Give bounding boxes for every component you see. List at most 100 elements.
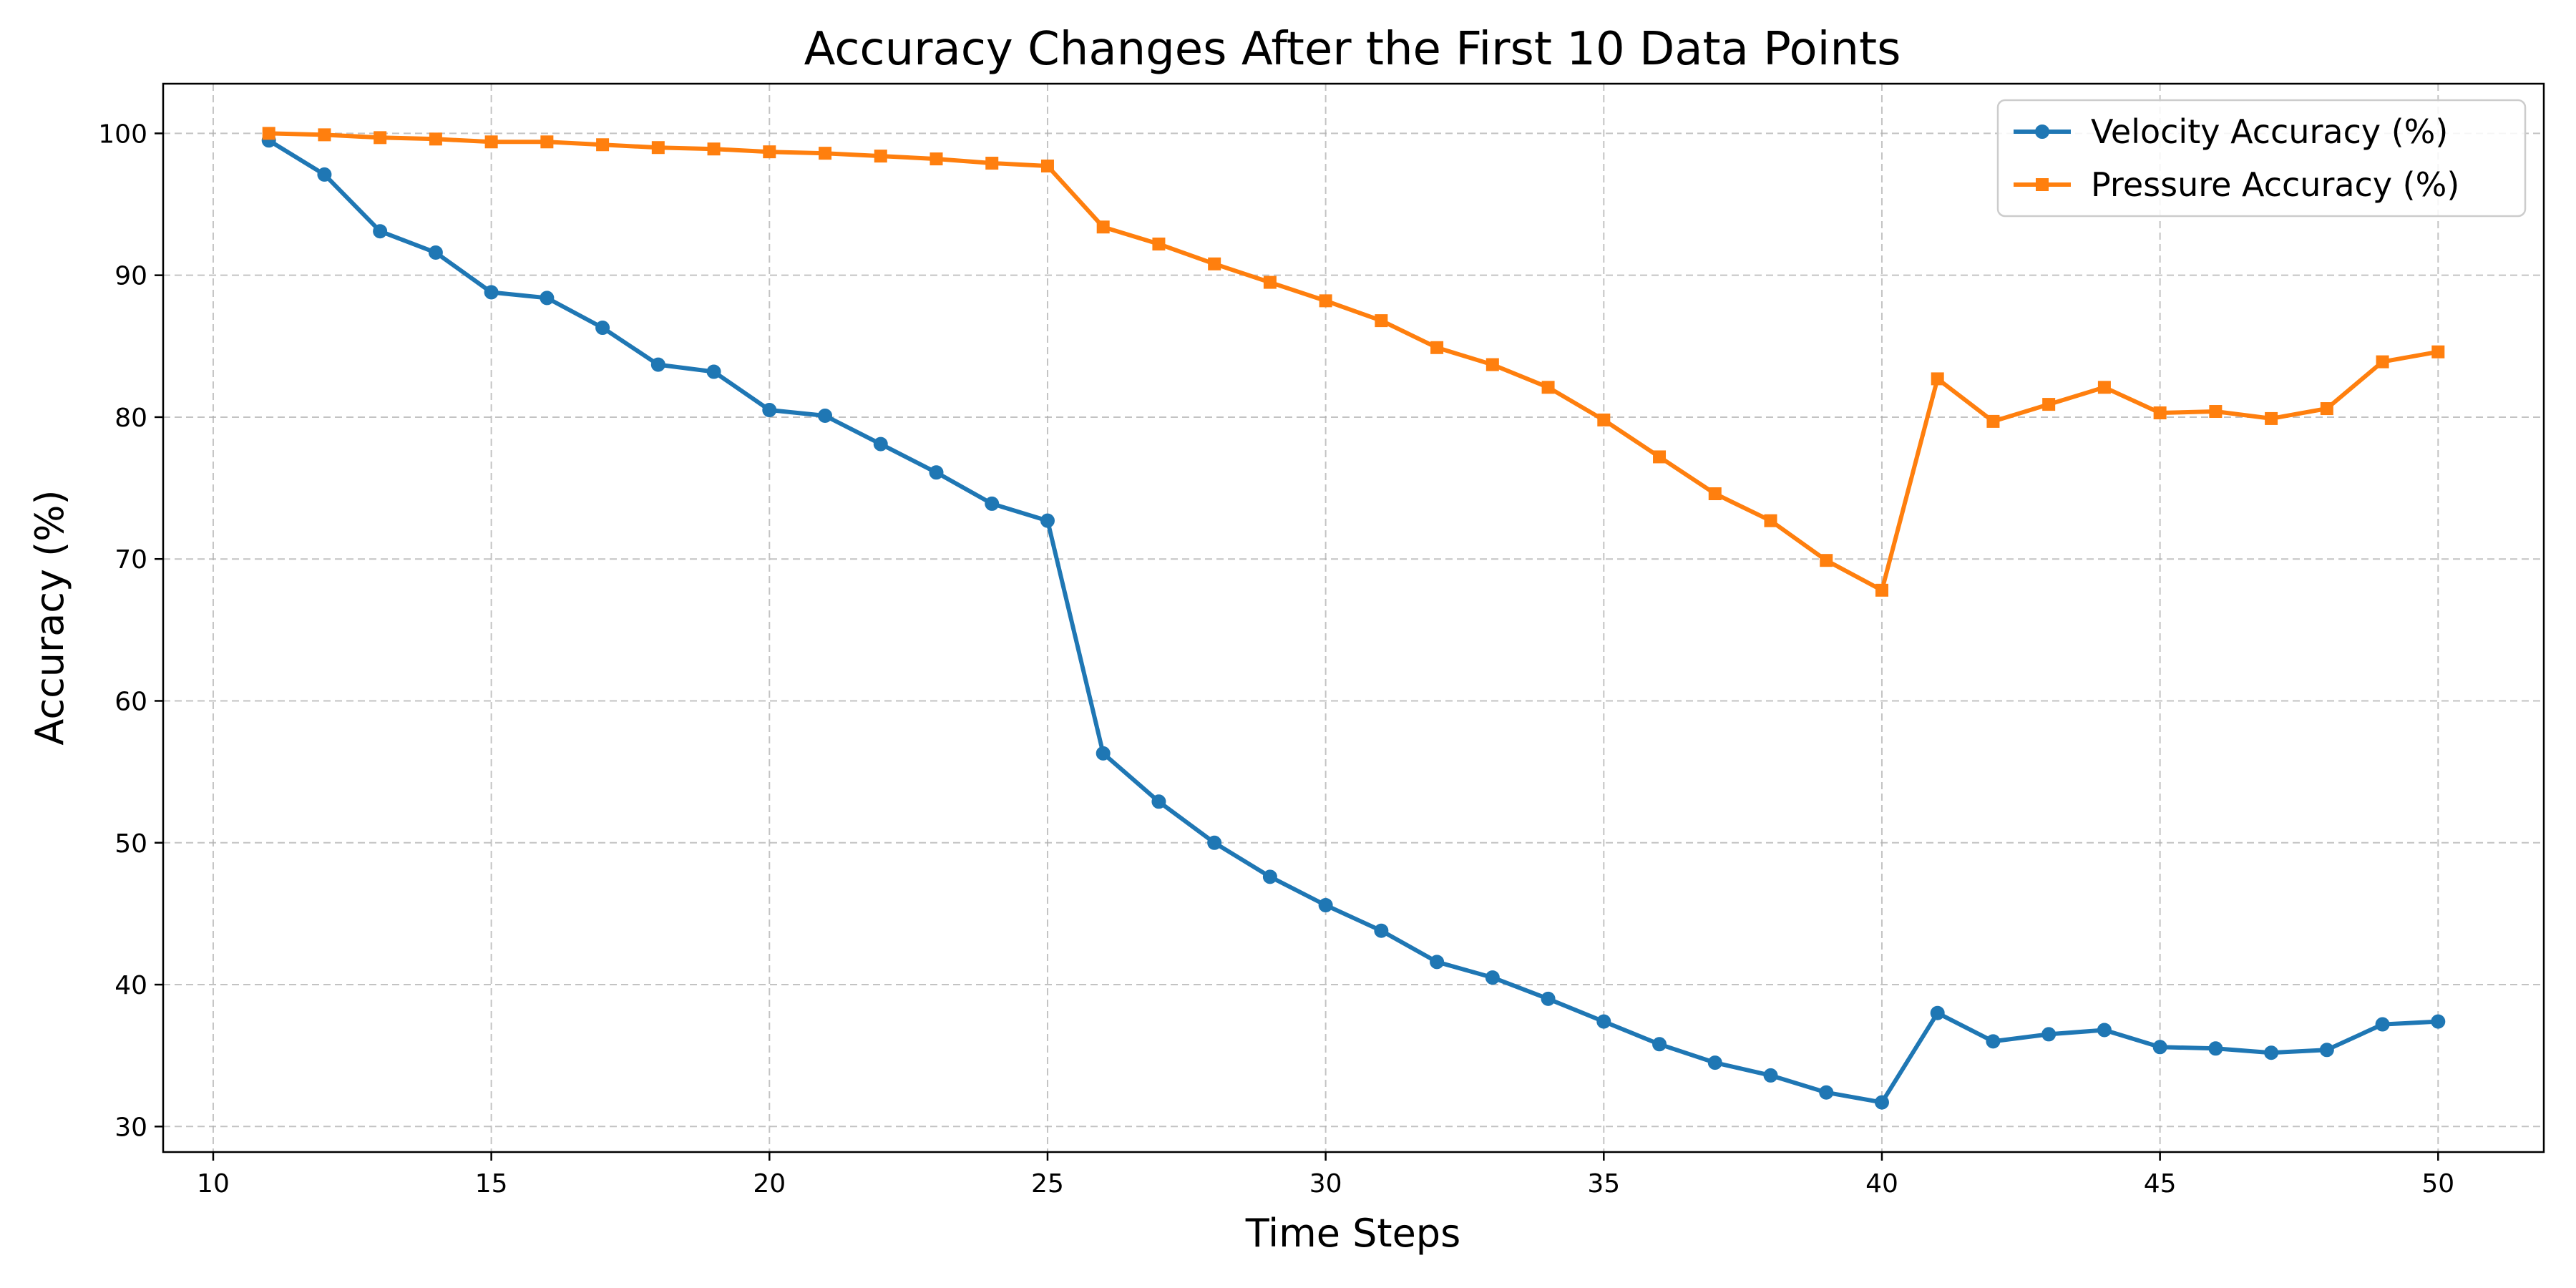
data-point [2320,402,2333,416]
data-point [1096,746,1111,761]
data-point [985,157,999,170]
data-point [819,147,832,160]
legend-box [1996,99,2527,218]
data-point [818,408,833,423]
data-point [2041,1027,2057,1042]
data-point [373,224,388,239]
x-tick-label: 15 [475,1169,508,1199]
data-point [873,436,888,452]
data-point [2376,355,2389,369]
data-point [2097,1023,2112,1038]
series-line [268,138,2439,1105]
series-velocity [261,133,2446,1110]
y-tick-label: 100 [98,119,147,149]
data-point [1708,487,1722,501]
legend-item: Velocity Accuracy (%) [2014,112,2448,151]
data-point [540,291,555,306]
series-line [268,131,2439,592]
data-point [2097,381,2111,394]
data-point [762,403,777,418]
data-point [763,145,776,159]
legend-marker [2035,125,2049,139]
data-point [1930,1005,1945,1020]
data-point [1485,358,1499,371]
data-point [262,127,275,140]
data-point [1430,341,1444,354]
data-point [1763,1068,1778,1083]
data-point [428,245,443,260]
data-point [650,357,665,372]
data-point [2209,405,2223,419]
data-point [1541,381,1555,394]
chart-title: Accuracy Changes After the First 10 Data… [804,23,1901,76]
legend-label: Pressure Accuracy (%) [2091,165,2459,204]
legend-label: Velocity Accuracy (%) [2091,112,2448,151]
data-point [1151,794,1166,809]
x-tick-label: 10 [197,1169,230,1199]
data-point [1152,238,1166,251]
data-point [1040,159,1054,172]
data-point [1263,275,1277,289]
data-point [1318,898,1333,913]
data-point [1096,220,1110,234]
data-point [1541,991,1556,1006]
data-point [596,138,610,152]
data-point [2152,1040,2167,1055]
legend-marker [2036,178,2049,191]
data-point [484,285,499,300]
data-point [1652,1037,1667,1052]
data-point [2375,1017,2390,1032]
y-tick-label: 70 [114,545,147,575]
plot-area-frame [162,82,2545,1153]
x-tick-label: 30 [1309,1169,1342,1199]
y-tick-label: 80 [114,404,147,433]
legend-item: Pressure Accuracy (%) [2014,165,2459,204]
data-point [930,152,943,166]
data-point [1931,372,1944,386]
y-tick-label: 90 [114,262,147,291]
y-tick-label: 60 [114,687,147,716]
data-point [2319,1043,2334,1058]
data-point [707,142,721,156]
data-point [484,135,498,149]
data-point [540,135,554,149]
y-axis-label: Accuracy (%) [27,489,72,745]
data-point [1262,869,1277,884]
data-point [318,128,331,142]
data-point [317,167,332,182]
data-point [706,364,721,379]
x-tick-label: 50 [2421,1169,2454,1199]
data-point [1430,955,1445,970]
data-point [1819,1085,1834,1100]
data-point [651,141,665,155]
data-point [1874,1095,1889,1110]
data-point [1875,583,1888,597]
y-tick-label: 30 [114,1113,147,1142]
data-point [1820,554,1833,567]
data-point [2431,345,2445,358]
data-point [1707,1055,1722,1070]
data-point [595,321,610,336]
axis-ticks: 10 15 20 25 30 35 40 45 50 30 40 50 60 70 80 90 100 [98,119,2454,1199]
data-point [929,465,944,480]
x-tick-label: 20 [753,1169,786,1199]
x-tick-label: 40 [1865,1169,1898,1199]
data-point [1374,923,1389,938]
data-point [2208,1041,2223,1056]
data-point [2431,1014,2446,1029]
data-point [1208,257,1221,270]
x-tick-label: 45 [2144,1169,2177,1199]
x-axis-label: Time Steps [1245,1211,1460,1256]
data-point [1040,513,1055,528]
data-point [2264,1045,2279,1060]
data-point [1485,970,1500,985]
data-point [1596,1014,1611,1029]
data-point [2042,398,2056,411]
x-tick-label: 35 [1587,1169,1620,1199]
data-point [429,132,442,146]
x-tick-label: 25 [1031,1169,1064,1199]
data-point [1597,413,1611,426]
data-point [1986,1034,2001,1049]
y-tick-label: 40 [114,971,147,1000]
